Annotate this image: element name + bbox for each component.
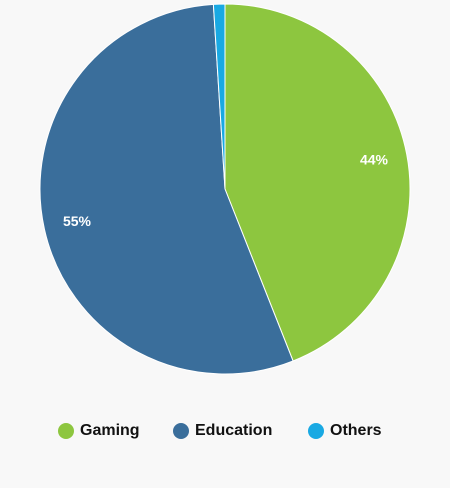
- pie-slice: [212, 3, 226, 190]
- legend-label: Education: [195, 422, 272, 439]
- legend-marker: [173, 423, 189, 439]
- legend-marker: [308, 423, 324, 439]
- pie-slice: [39, 3, 294, 375]
- value-label: 44%: [360, 151, 389, 167]
- legend-label: Gaming: [80, 422, 140, 439]
- legend-marker: [58, 423, 74, 439]
- pie-slice: [224, 3, 411, 362]
- value-label: 55%: [63, 213, 92, 229]
- legend-label: Others: [330, 422, 382, 439]
